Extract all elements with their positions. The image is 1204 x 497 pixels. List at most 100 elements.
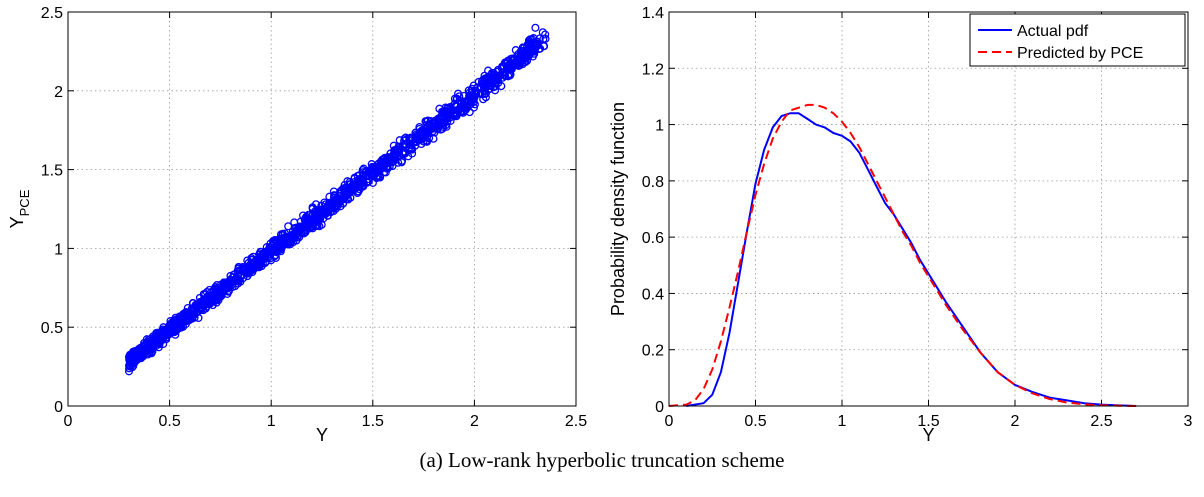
x-tick-label: 2	[1011, 413, 1020, 430]
scatter-point	[399, 149, 408, 158]
scatter-point	[532, 37, 541, 46]
y-tick-label: 0.2	[642, 343, 664, 360]
pdf-line-plot: 0 0.5 1 1.5 2 2.5 3 0 0.2 0.4 0.6 0.8 1 1.2 1.4 Y Probab…	[608, 5, 1193, 445]
scatter-point	[519, 44, 529, 53]
y-tick-label: 2.5	[41, 5, 63, 22]
scatter-point	[222, 282, 231, 291]
x-tick-label: 0.5	[158, 413, 180, 430]
scatter-point	[358, 178, 367, 187]
scatter-point	[185, 312, 194, 321]
scatter-point	[460, 102, 469, 111]
scatter-point	[541, 30, 550, 39]
scatter-point	[242, 269, 251, 278]
scatter-point	[202, 302, 211, 311]
scatter-point	[216, 288, 225, 297]
y-axis-label: YPCE	[7, 189, 32, 228]
scatter-point	[510, 55, 520, 64]
scatter-point	[500, 67, 509, 76]
scatter-point	[411, 128, 420, 138]
scatter-point	[426, 117, 435, 126]
scatter-point	[317, 209, 327, 218]
scatter-point	[378, 159, 388, 168]
scatter-point	[272, 248, 281, 257]
scatter-point	[350, 177, 359, 187]
scatter-point	[364, 175, 373, 184]
legend-label-0: Actual pdf	[1017, 23, 1089, 40]
scatter-point	[233, 271, 243, 280]
scatter-point	[445, 107, 454, 117]
scatter-point	[159, 332, 168, 341]
scatter-point	[531, 42, 540, 51]
x-tick-label: 1.5	[362, 413, 384, 430]
scatter-point	[184, 311, 193, 320]
y-axis-label: Probability density function	[608, 102, 628, 316]
x-tick-label: 1	[267, 413, 276, 430]
y-tick-label: 0.8	[642, 174, 664, 191]
scatter-point	[469, 103, 478, 112]
scatter-point	[429, 124, 438, 133]
scatter-point	[279, 239, 288, 248]
scatter-point	[287, 233, 296, 242]
scatter-point	[450, 108, 459, 117]
scatter-point	[137, 349, 146, 359]
scatter-point	[541, 34, 550, 43]
scatter-point	[309, 210, 318, 219]
scatter-point	[169, 327, 178, 336]
scatter-point	[439, 118, 448, 127]
scatter-point	[151, 331, 160, 340]
scatter-point	[477, 77, 487, 86]
scatter-point	[131, 354, 140, 363]
scatter-point	[531, 23, 540, 32]
scatter-point	[465, 108, 474, 117]
axes-frame	[668, 11, 1189, 407]
y-tick-label: 1.5	[41, 163, 63, 180]
scatter-point	[216, 291, 225, 300]
scatter-point	[454, 89, 463, 98]
scatter-point	[155, 338, 164, 348]
x-tick-label: 2	[470, 413, 479, 430]
scatter-point	[470, 93, 479, 102]
legend-label-1: Predicted by PCE	[1017, 45, 1143, 62]
legend-box	[969, 13, 1186, 67]
scatter-point	[189, 307, 199, 316]
y-tick-label: 0	[54, 399, 63, 416]
scatter-point	[263, 249, 272, 258]
scatter-point	[419, 130, 428, 139]
x-tick-label: 0	[665, 413, 674, 430]
x-axis-label: Y	[316, 425, 328, 445]
scatter-point	[486, 82, 495, 91]
y-tick-label: 0.5	[41, 320, 63, 337]
scatter-point	[247, 255, 256, 264]
scatter-point	[246, 263, 255, 272]
scatter-point	[196, 297, 205, 307]
scatter-point	[378, 162, 388, 171]
scatter-point	[319, 204, 329, 213]
x-tick-label: 1	[838, 413, 847, 430]
y-tick-label: 1	[655, 118, 664, 135]
scatter-point	[516, 51, 525, 60]
scatter-point	[267, 247, 276, 256]
x-tick-label: 0	[64, 413, 73, 430]
plot-area	[669, 12, 1188, 406]
scatter-point	[275, 239, 284, 248]
scatter-point	[480, 86, 489, 95]
x-tick-label: 2.5	[1090, 413, 1112, 430]
x-tick-label: 1.5	[917, 413, 939, 430]
scatter-point	[224, 286, 234, 295]
scatter-point	[125, 352, 134, 362]
y-tick-label: 1.2	[642, 61, 664, 78]
scatter-point	[328, 201, 337, 210]
scatter-point	[425, 126, 434, 135]
scatter-point	[527, 47, 536, 56]
y-axis-label-subscript: PCE	[17, 189, 32, 216]
figure-caption: (a) Low-rank hyperbolic truncation schem…	[419, 448, 785, 472]
scatter-point	[165, 323, 174, 332]
scatter-point	[313, 218, 322, 227]
scatter-points	[124, 23, 550, 376]
scatter-point	[348, 186, 357, 195]
scatter-point	[490, 74, 499, 83]
scatter-point	[175, 315, 184, 324]
scatter-point	[283, 239, 292, 248]
